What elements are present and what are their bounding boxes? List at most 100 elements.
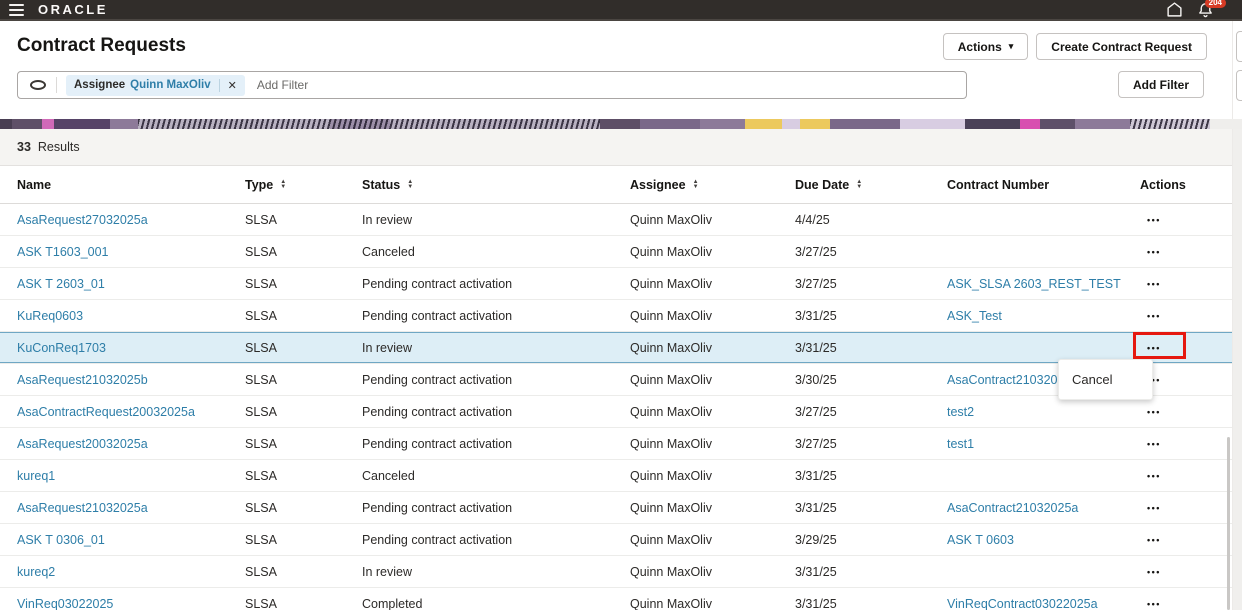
status-cell: Pending contract activation [362,373,513,387]
type-cell: SLSA [245,309,277,323]
table-row[interactable]: KuConReq1703 SLSA In review Quinn MaxOli… [0,332,1233,364]
results-number: 33 [17,140,31,154]
due-date-cell: 3/31/25 [795,501,837,515]
request-name-link[interactable]: kureq1 [17,469,56,483]
request-name-link[interactable]: AsaRequest27032025a [17,213,148,227]
table-row[interactable]: AsaRequest20032025a SLSA Pending contrac… [0,428,1233,460]
table-row[interactable]: kureq1 SLSA Canceled Quinn MaxOliv 3/31/… [0,460,1233,492]
due-date-cell: 3/29/25 [795,533,837,547]
table-row[interactable]: AsaContractRequest20032025a SLSA Pending… [0,396,1233,428]
create-contract-request-button[interactable]: Create Contract Request [1036,33,1207,60]
sort-icon[interactable]: ▲ ▼ [856,179,863,190]
filter-input-placeholder[interactable]: Add Filter [256,78,309,92]
status-cell: Pending contract activation [362,501,513,515]
type-cell: SLSA [245,469,277,483]
filter-toggle-icon[interactable] [30,80,46,90]
row-actions-icon[interactable]: ••• [1147,215,1161,225]
add-filter-button[interactable]: Add Filter [1118,71,1204,98]
contract-number-link[interactable]: AsaContract21032025a [947,501,1079,515]
request-name-link[interactable]: VinReq03022025 [17,597,114,610]
table-row[interactable]: VinReq03022025 SLSA Completed Quinn MaxO… [0,588,1233,610]
filter-chip-value: Quinn MaxOliv [130,79,211,91]
request-name-link[interactable]: AsaRequest21032025a [17,501,148,515]
row-actions-icon[interactable]: ••• [1147,311,1161,321]
row-actions-icon[interactable]: ••• [1147,599,1161,609]
table-row[interactable]: kureq2 SLSA In review Quinn MaxOliv 3/31… [0,556,1233,588]
remove-filter-icon[interactable]: ✕ [227,79,237,92]
table-row[interactable]: ASK T 2603_01 SLSA Pending contract acti… [0,268,1233,300]
menu-item-cancel[interactable]: Cancel [1072,372,1113,387]
sort-icon[interactable]: ▲ ▼ [407,179,414,190]
request-name-link[interactable]: AsaRequest21032025b [17,373,148,387]
table-row[interactable]: AsaRequest21032025b SLSA Pending contrac… [0,364,1233,396]
filter-divider [56,77,57,93]
row-actions-icon[interactable]: ••• [1147,343,1161,353]
row-actions-icon[interactable]: ••• [1147,567,1161,577]
contract-number-link[interactable]: AsaContract21032025 [947,373,1072,387]
table-row[interactable]: ASK T 0306_01 SLSA Pending contract acti… [0,524,1233,556]
row-actions-icon[interactable]: ••• [1147,535,1161,545]
global-header: ORACLE 204 [0,0,1242,21]
table-body: AsaRequest27032025a SLSA In review Quinn… [0,204,1233,610]
contract-number-link[interactable]: ASK T 0603 [947,533,1014,547]
request-name-link[interactable]: AsaRequest20032025a [17,437,148,451]
header-assignee[interactable]: Assignee ▲ ▼ [630,178,699,192]
header-due-date[interactable]: Due Date ▲ ▼ [795,178,863,192]
actions-button-label: Actions [957,39,1002,54]
header-name[interactable]: Name [17,178,52,192]
row-actions-icon[interactable]: ••• [1147,407,1161,417]
actions-button[interactable]: Actions ▾ [942,33,1029,60]
contract-number-link[interactable]: test2 [947,405,975,419]
row-actions-icon[interactable]: ••• [1147,375,1161,385]
results-count: 33 Results [17,140,80,154]
header-type[interactable]: Type ▲ ▼ [245,178,287,192]
assignee-cell: Quinn MaxOliv [630,373,712,387]
header-status[interactable]: Status ▲ ▼ [362,178,414,192]
table-row[interactable]: AsaRequest27032025a SLSA In review Quinn… [0,204,1233,236]
contract-requests-table: Name Type ▲ ▼ Status ▲ ▼ Assignee ▲ ▼ Due D… [0,165,1233,610]
row-actions-icon[interactable]: ••• [1147,471,1161,481]
table-row[interactable]: AsaRequest21032025a SLSA Pending contrac… [0,492,1233,524]
sort-icon[interactable]: ▲ ▼ [280,179,287,190]
table-row[interactable]: ASK T1603_001 SLSA Canceled Quinn MaxOli… [0,236,1233,268]
type-cell: SLSA [245,501,277,515]
request-name-link[interactable]: ASK T1603_001 [17,245,109,259]
assignee-cell: Quinn MaxOliv [630,341,712,355]
header-actions: Actions [1140,178,1186,192]
assignee-cell: Quinn MaxOliv [630,501,712,515]
vertical-scrollbar[interactable] [1227,437,1230,610]
right-edge-lower [1233,129,1242,610]
assignee-cell: Quinn MaxOliv [630,565,712,579]
status-cell: Pending contract activation [362,437,513,451]
row-actions-icon[interactable]: ••• [1147,503,1161,513]
contract-number-link[interactable]: ASK_Test [947,309,1002,323]
due-date-cell: 3/30/25 [795,373,837,387]
menu-icon[interactable] [9,3,24,16]
contract-number-link[interactable]: test1 [947,437,975,451]
row-actions-icon[interactable]: ••• [1147,247,1161,257]
table-row[interactable]: KuReq0603 SLSA Pending contract activati… [0,300,1233,332]
header-contract-number: Contract Number [947,178,1050,192]
contract-number-link[interactable]: VinReqContract03022025a [947,597,1098,610]
due-date-cell: 3/31/25 [795,597,837,610]
type-cell: SLSA [245,341,277,355]
home-icon[interactable] [1166,1,1183,18]
request-name-link[interactable]: KuReq0603 [17,309,84,323]
status-cell: Pending contract activation [362,533,513,547]
request-name-link[interactable]: ASK T 0306_01 [17,533,105,547]
contract-number-link[interactable]: ASK_SLSA 2603_REST_TEST [947,277,1121,291]
page-title: Contract Requests [17,35,186,56]
status-cell: Pending contract activation [362,277,513,291]
sort-icon[interactable]: ▲ ▼ [692,179,699,190]
filter-chip-assignee[interactable]: Assignee Quinn MaxOliv ✕ [66,74,245,96]
filter-bar[interactable]: Assignee Quinn MaxOliv ✕ Add Filter [17,71,967,99]
notifications-icon[interactable]: 204 [1197,0,1226,18]
type-cell: SLSA [245,277,277,291]
assignee-cell: Quinn MaxOliv [630,597,712,610]
row-actions-icon[interactable]: ••• [1147,439,1161,449]
request-name-link[interactable]: kureq2 [17,565,56,579]
row-actions-icon[interactable]: ••• [1147,279,1161,289]
request-name-link[interactable]: ASK T 2603_01 [17,277,105,291]
request-name-link[interactable]: KuConReq1703 [17,341,106,355]
request-name-link[interactable]: AsaContractRequest20032025a [17,405,195,419]
